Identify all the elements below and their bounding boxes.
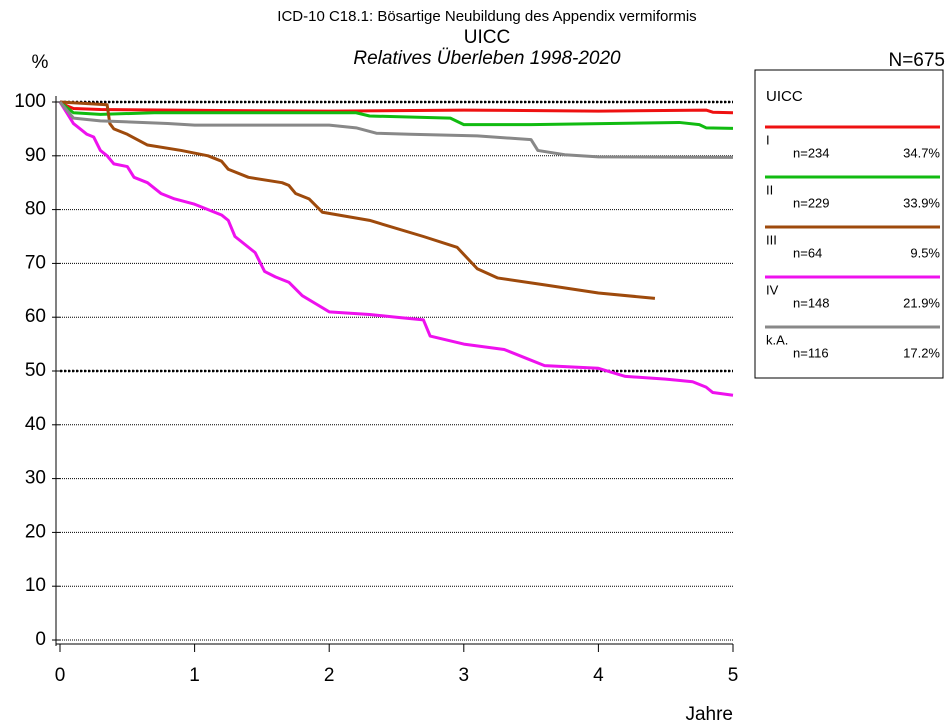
y-tick-label: 10 <box>25 575 46 596</box>
y-tick-label: 90 <box>25 145 46 166</box>
total-count: N=675 <box>888 50 945 71</box>
survival-curve <box>58 101 734 159</box>
y-tick-label: 30 <box>25 468 46 489</box>
y-tick-label: 0 <box>35 629 46 650</box>
legend-share: 17.2% <box>903 345 940 360</box>
y-tick-label: 100 <box>14 91 46 112</box>
legend-label: k.A. <box>766 332 788 347</box>
legend-count: n=229 <box>793 195 830 210</box>
x-axis-label: Jahre <box>685 704 733 725</box>
legend-share: 33.9% <box>903 195 940 210</box>
legend-label: IV <box>766 282 779 297</box>
legend-label: II <box>766 182 773 197</box>
survival-curve <box>59 100 656 300</box>
legend-title: UICC <box>766 88 803 105</box>
legend-count: n=116 <box>793 345 829 360</box>
chart-title: ICD-10 C18.1: Bösartige Neubildung des A… <box>277 8 696 25</box>
x-tick-label: 5 <box>728 665 739 686</box>
x-tick-label: 0 <box>55 665 66 686</box>
legend-label: III <box>766 232 777 247</box>
chart-subtitle: UICC <box>464 27 510 48</box>
survival-curve <box>59 100 734 115</box>
survival-curve <box>58 101 734 397</box>
x-tick-label: 4 <box>593 665 604 686</box>
y-tick-label: 80 <box>25 199 46 220</box>
x-tick-label: 1 <box>189 665 200 686</box>
y-tick-label: 20 <box>25 521 46 542</box>
y-tick-label: 70 <box>25 252 46 273</box>
legend-count: n=64 <box>793 245 822 260</box>
y-tick-label: 40 <box>25 414 46 435</box>
legend-share: 21.9% <box>903 295 940 310</box>
chart-subtitle: Relatives Überleben 1998-2020 <box>353 48 621 69</box>
legend-share: 34.7% <box>903 145 940 160</box>
legend-count: n=148 <box>793 295 830 310</box>
x-tick-label: 2 <box>324 665 335 686</box>
legend-share: 9.5% <box>910 245 940 260</box>
y-tick-label: 50 <box>25 360 46 381</box>
legend-label: I <box>766 132 770 147</box>
x-tick-label: 3 <box>459 665 470 686</box>
survival-curve <box>59 100 734 130</box>
y-tick-label: 60 <box>25 306 46 327</box>
legend-count: n=234 <box>793 145 830 160</box>
y-axis-label: % <box>32 52 49 73</box>
